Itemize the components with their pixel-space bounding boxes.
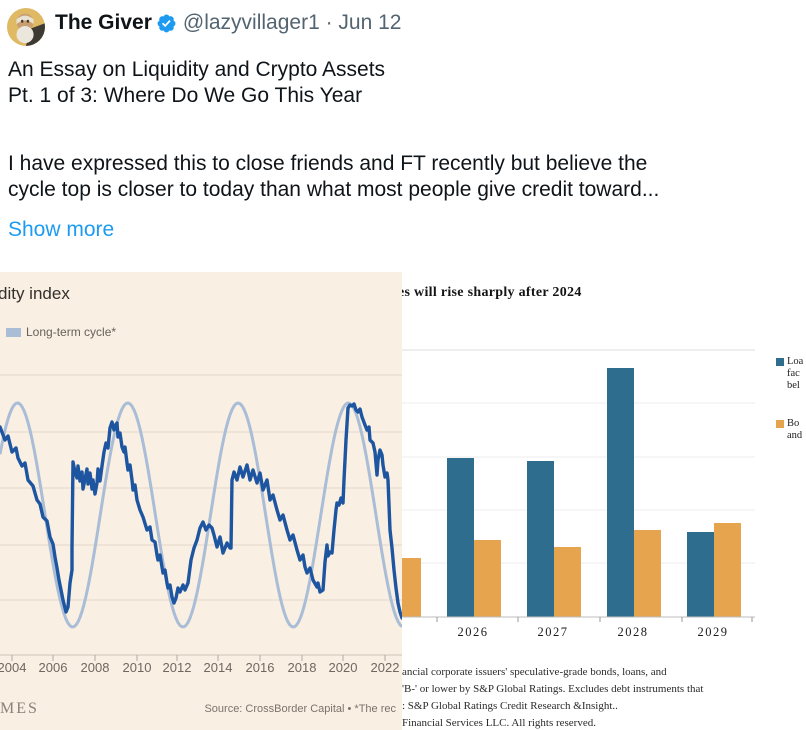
display-name[interactable]: The Giver (55, 11, 152, 34)
right-chart-title: es will rise sharply after 2024 (402, 285, 582, 300)
svg-text:2027: 2027 (538, 625, 569, 639)
bonds-legend-swatch (776, 420, 784, 428)
tweet-text-line: An Essay on Liquidity and Crypto Assets (8, 58, 386, 81)
svg-text:2029: 2029 (698, 625, 729, 639)
liquidity-line-plot: 2004 2006 2008 2010 2012 2014 2016 2018 2020 2022 (0, 374, 402, 675)
tweet-text-line: I have expressed this to close friends a… (8, 152, 648, 175)
svg-text:2014: 2014 (204, 660, 233, 675)
svg-text:2022: 2022 (371, 660, 400, 675)
tweet-text-paragraph-2: I have expressed this to close friends a… (8, 151, 659, 203)
long-term-cycle-swatch (6, 327, 21, 337)
tweet-header: The Giver @lazyvillager1 · Jun 12 (55, 9, 401, 37)
svg-text:2020: 2020 (329, 660, 358, 675)
loans-legend-text: Loa fac bel (787, 356, 804, 391)
svg-text:2012: 2012 (163, 660, 192, 675)
svg-text:2004: 2004 (0, 660, 26, 675)
long-term-cycle-label: Long-term cycle* (26, 325, 117, 339)
svg-text:2010: 2010 (123, 660, 152, 675)
svg-text:2008: 2008 (81, 660, 110, 675)
maturities-bar-plot: 2026 2027 2028 2029 (402, 349, 755, 639)
tweet-text-line: Pt. 1 of 3: Where Do We Go This Year (8, 84, 363, 107)
left-chart-legend: Long-term cycle* (6, 325, 116, 339)
avatar[interactable] (7, 8, 45, 46)
legend-entry-loans: Loa fac bel (776, 356, 803, 392)
show-more-link[interactable]: Show more (8, 218, 115, 241)
avatar-art-icon (7, 8, 45, 46)
svg-text:2016: 2016 (246, 660, 275, 675)
bonds-legend-text: Bo and (787, 418, 803, 441)
liquidity-index-chart-image[interactable]: dity index Long-term cycle* 2004 2006 2008… (0, 272, 402, 730)
svg-text:2018: 2018 (288, 660, 317, 675)
svg-text:2028: 2028 (618, 625, 649, 639)
maturities-bar-chart-image[interactable]: es will rise sharply after 2024 2026 2027… (402, 272, 806, 730)
svg-text:2006: 2006 (39, 660, 68, 675)
tweet-media: dity index Long-term cycle* 2004 2006 2008… (0, 272, 806, 730)
loans-legend-swatch (776, 358, 784, 366)
left-chart-title: dity index (0, 284, 70, 303)
left-chart-source: Source: CrossBorder Capital • *The rec (204, 703, 396, 715)
legend-entry-bonds: Bo and (776, 418, 802, 442)
tweet-text-paragraph-1: An Essay on Liquidity and Crypto Assets … (8, 57, 385, 109)
svg-text:2026: 2026 (458, 625, 489, 639)
tweet-text-line: cycle top is closer to today than what m… (8, 178, 660, 201)
ft-logo-fragment: MES (0, 700, 39, 717)
handle-and-date[interactable]: @lazyvillager1 · Jun 12 (182, 11, 402, 34)
verified-badge-icon (157, 14, 176, 32)
right-chart-footnote: ancial corporate issuers' speculative-gr… (402, 666, 704, 729)
